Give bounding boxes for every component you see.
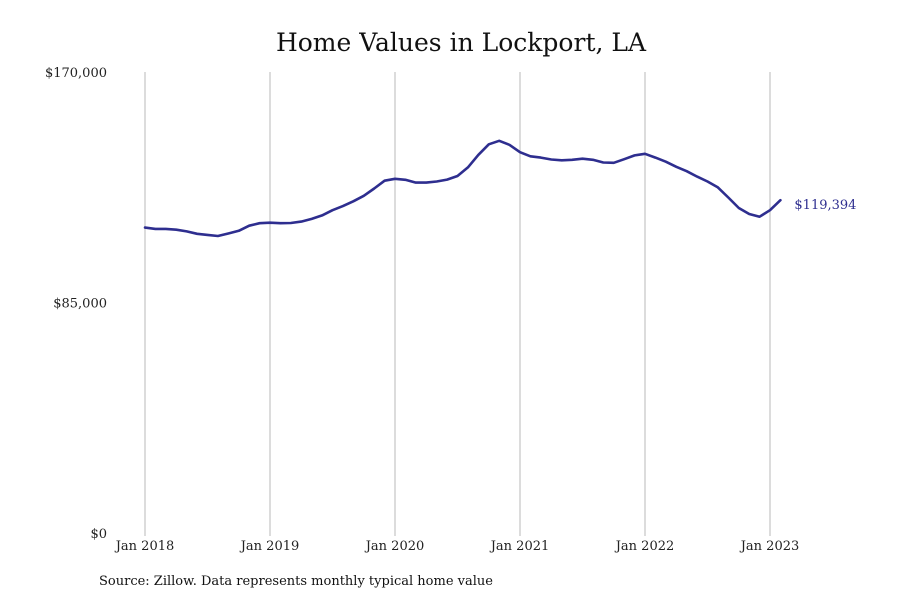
data-point [644, 153, 646, 155]
data-point [592, 159, 594, 161]
gridlines [144, 72, 771, 536]
data-point [769, 209, 771, 211]
data-point [404, 179, 406, 181]
data-point [613, 162, 615, 164]
data-point [696, 175, 698, 177]
data-point [550, 158, 552, 160]
data-point [279, 222, 281, 224]
data-point [321, 214, 323, 216]
data-point [675, 166, 677, 168]
data-point [238, 230, 240, 232]
data-point [654, 156, 656, 158]
x-tick-label: Jan 2023 [739, 539, 800, 554]
data-point [665, 161, 667, 163]
data-point [144, 226, 146, 228]
y-tick-label: $0 [90, 527, 107, 542]
data-point [269, 222, 271, 224]
x-tick-label: Jan 2018 [114, 539, 175, 554]
y-axis-ticks: $0 $85,000 $170,000 [45, 66, 107, 542]
source-note: Source: Zillow. Data represents monthly … [99, 574, 493, 589]
data-point [394, 178, 396, 180]
data-point [727, 196, 729, 198]
data-point [373, 187, 375, 189]
data-point [258, 222, 260, 224]
x-tick-label: Jan 2019 [239, 539, 300, 554]
data-point [248, 225, 250, 227]
data-point [383, 180, 385, 182]
data-point [352, 200, 354, 202]
data-point [758, 216, 760, 218]
data-point [738, 207, 740, 209]
chart-title: Home Values in Lockport, LA [276, 28, 647, 57]
data-point [165, 228, 167, 230]
y-tick-label: $85,000 [53, 297, 107, 312]
data-point [467, 166, 469, 168]
data-point [571, 159, 573, 161]
x-axis-ticks: Jan 2018 Jan 2019 Jan 2020 Jan 2021 Jan 2022… [114, 539, 800, 554]
data-point [311, 218, 313, 220]
x-tick-label: Jan 2022 [614, 539, 675, 554]
y-tick-label: $170,000 [45, 66, 107, 81]
end-value-label: $119,394 [794, 198, 856, 213]
data-point [436, 180, 438, 182]
data-point [186, 230, 188, 232]
data-point [561, 159, 563, 161]
x-tick-label: Jan 2020 [364, 539, 425, 554]
data-point [477, 154, 479, 156]
data-point [633, 154, 635, 156]
data-point [488, 143, 490, 145]
data-point [175, 229, 177, 231]
data-point [331, 209, 333, 211]
data-point [154, 228, 156, 230]
data-point [415, 181, 417, 183]
data-point [196, 233, 198, 235]
data-point [300, 220, 302, 222]
data-point [623, 158, 625, 160]
data-point [227, 232, 229, 234]
data-point [706, 180, 708, 182]
data-point [686, 170, 688, 172]
data-point [363, 195, 365, 197]
data-point [519, 151, 521, 153]
data-point [342, 205, 344, 207]
series-line [143, 139, 782, 238]
data-point [779, 199, 781, 201]
x-tick-label: Jan 2021 [489, 539, 550, 554]
data-point [456, 175, 458, 177]
data-point [717, 186, 719, 188]
data-point [602, 161, 604, 163]
series-layer: $119,394 [143, 139, 856, 238]
data-point [206, 234, 208, 236]
data-point [498, 140, 500, 142]
data-point [217, 235, 219, 237]
data-point [425, 181, 427, 183]
data-point [290, 222, 292, 224]
data-point [508, 144, 510, 146]
data-point [581, 158, 583, 160]
data-point [446, 178, 448, 180]
data-point [748, 213, 750, 215]
data-point [540, 156, 542, 158]
data-point [529, 155, 531, 157]
